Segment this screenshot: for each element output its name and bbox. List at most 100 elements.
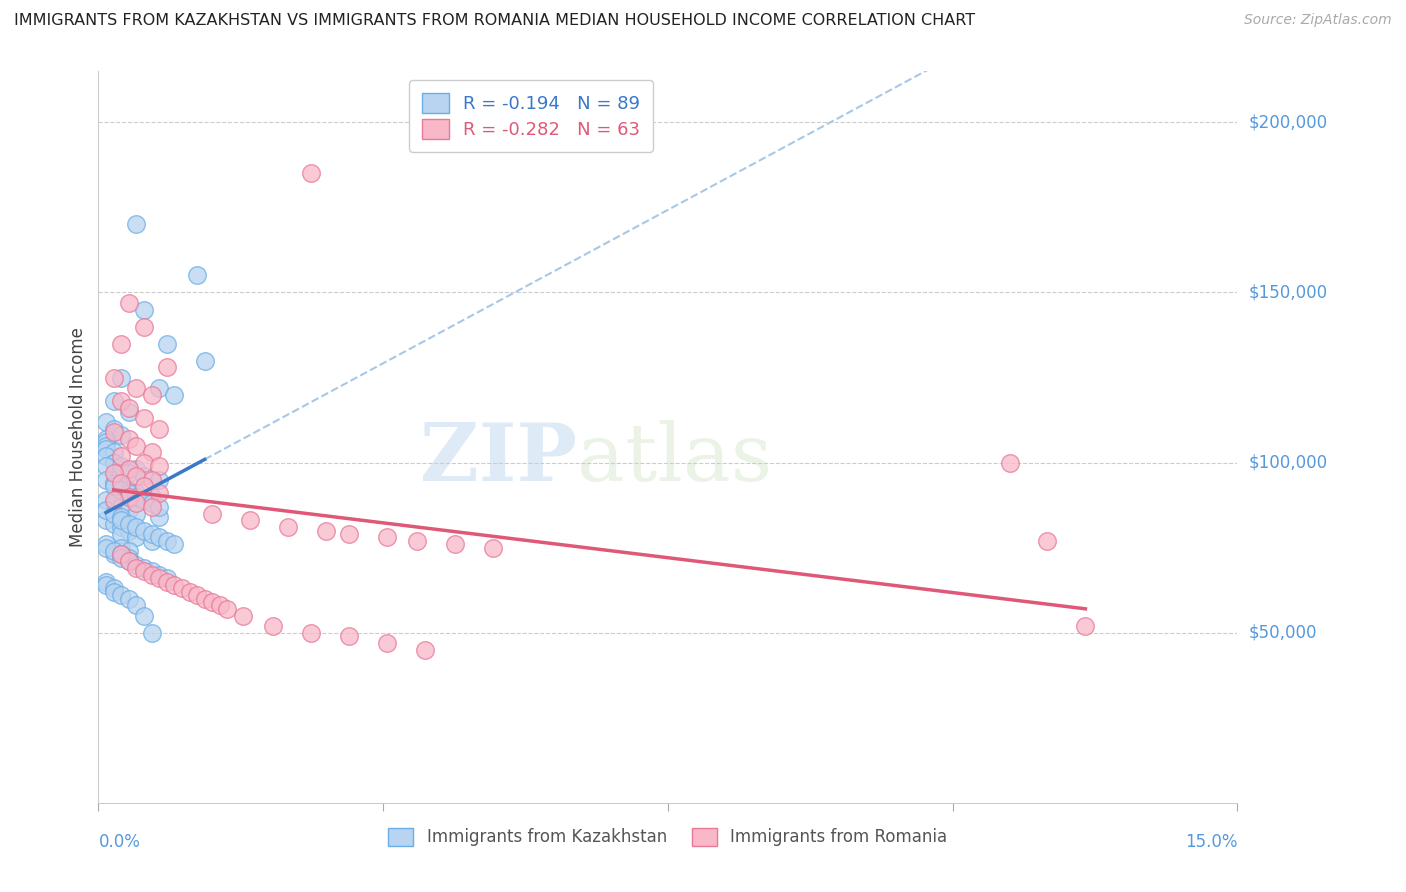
Point: [110, 336, 132, 351]
Point: [103, 421, 125, 435]
Point: [156, 571, 179, 585]
Text: 15.0%: 15.0%: [1185, 833, 1237, 851]
Text: atlas: atlas: [576, 420, 772, 498]
Point: [94, 503, 117, 517]
Point: [208, 599, 231, 613]
Point: [103, 493, 125, 508]
Point: [94, 449, 117, 463]
Point: [141, 490, 163, 504]
Point: [315, 524, 337, 538]
Point: [141, 565, 163, 579]
Point: [125, 558, 148, 572]
Point: [194, 591, 217, 606]
Point: [132, 319, 155, 334]
Point: [94, 415, 117, 429]
Point: [299, 625, 322, 640]
Text: ZIP: ZIP: [420, 420, 576, 498]
Point: [141, 496, 163, 510]
Point: [262, 619, 284, 633]
Point: [110, 513, 132, 527]
Point: [163, 537, 186, 551]
Point: [103, 456, 125, 470]
Point: [186, 588, 208, 602]
Point: [141, 533, 163, 548]
Point: [125, 599, 148, 613]
Point: [118, 462, 141, 476]
Point: [375, 531, 398, 545]
Point: [156, 336, 179, 351]
Point: [103, 445, 125, 459]
Point: [132, 493, 155, 508]
Point: [94, 574, 117, 589]
Point: [337, 527, 360, 541]
Point: [163, 387, 186, 401]
Point: [132, 456, 155, 470]
Point: [132, 608, 155, 623]
Text: $50,000: $50,000: [1249, 624, 1317, 641]
Point: [482, 541, 505, 555]
Point: [132, 479, 155, 493]
Point: [94, 578, 117, 592]
Point: [148, 500, 170, 514]
Point: [118, 516, 141, 531]
Point: [179, 585, 201, 599]
Legend: Immigrants from Kazakhstan, Immigrants from Romania: Immigrants from Kazakhstan, Immigrants f…: [381, 821, 955, 853]
Point: [141, 500, 163, 514]
Point: [239, 513, 262, 527]
Point: [125, 439, 148, 453]
Point: [94, 513, 117, 527]
Point: [163, 578, 186, 592]
Point: [132, 411, 155, 425]
Point: [103, 466, 125, 480]
Point: [103, 548, 125, 562]
Point: [110, 479, 132, 493]
Point: [217, 602, 239, 616]
Point: [103, 496, 125, 510]
Point: [186, 268, 208, 283]
Point: [125, 381, 148, 395]
Point: [232, 608, 254, 623]
Point: [103, 479, 125, 493]
Point: [118, 554, 141, 568]
Point: [110, 475, 132, 490]
Point: [132, 524, 155, 538]
Point: [118, 401, 141, 416]
Point: [132, 302, 155, 317]
Point: [148, 510, 170, 524]
Point: [125, 496, 148, 510]
Point: [118, 483, 141, 497]
Point: [125, 469, 148, 483]
Point: [103, 507, 125, 521]
Point: [148, 458, 170, 473]
Point: [94, 458, 117, 473]
Point: [337, 629, 360, 643]
Point: [110, 458, 132, 473]
Point: [118, 295, 141, 310]
Point: [406, 533, 429, 548]
Point: [110, 548, 132, 562]
Point: [148, 567, 170, 582]
Point: [125, 520, 148, 534]
Point: [103, 475, 125, 490]
Point: [118, 544, 141, 558]
Point: [103, 456, 125, 470]
Point: [118, 524, 141, 538]
Point: [94, 493, 117, 508]
Point: [375, 636, 398, 650]
Point: [94, 432, 117, 446]
Point: [277, 520, 299, 534]
Point: [998, 456, 1021, 470]
Point: [156, 574, 179, 589]
Point: [94, 541, 117, 555]
Point: [118, 550, 141, 565]
Point: [170, 582, 193, 596]
Point: [118, 432, 141, 446]
Point: [156, 360, 179, 375]
Point: [141, 473, 163, 487]
Point: [103, 585, 125, 599]
Point: [110, 370, 132, 384]
Point: [148, 531, 170, 545]
Point: [141, 527, 163, 541]
Point: [118, 466, 141, 480]
Text: $200,000: $200,000: [1249, 113, 1327, 131]
